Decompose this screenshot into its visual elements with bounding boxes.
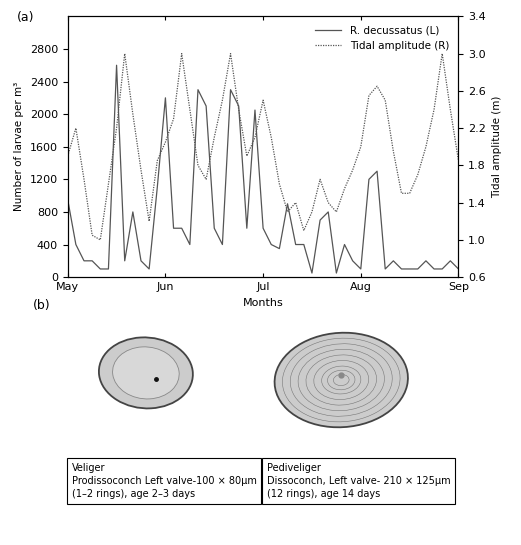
Text: Veliger
Prodissoconch Left valve-100 × 80µm
(1–2 rings), age 2–3 days: Veliger Prodissoconch Left valve-100 × 8…: [72, 463, 256, 499]
Ellipse shape: [113, 347, 179, 399]
Ellipse shape: [99, 337, 193, 408]
Text: (a): (a): [17, 11, 34, 24]
Y-axis label: Number of larvae per m³: Number of larvae per m³: [14, 82, 24, 211]
Ellipse shape: [275, 332, 408, 427]
Text: (b): (b): [33, 299, 50, 312]
Y-axis label: Tidal amplitude (m): Tidal amplitude (m): [492, 95, 502, 198]
Legend: R. decussatus (L), Tidal amplitude (R): R. decussatus (L), Tidal amplitude (R): [311, 22, 453, 55]
Text: Pediveliger
Dissoconch, Left valve- 210 × 125µm
(12 rings), age 14 days: Pediveliger Dissoconch, Left valve- 210 …: [267, 463, 451, 499]
X-axis label: Months: Months: [243, 298, 283, 307]
